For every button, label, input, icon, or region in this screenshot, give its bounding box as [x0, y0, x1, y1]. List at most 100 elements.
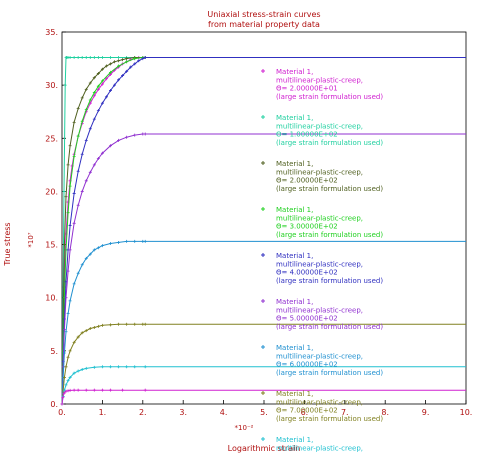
x-axis-label: Logarithmic strain — [228, 444, 301, 453]
data-point — [64, 365, 68, 369]
data-point — [72, 154, 76, 158]
x-tick-label: 0. — [58, 408, 66, 417]
legend-line: multilinear-plastic-creep, — [276, 168, 363, 176]
data-point — [92, 94, 96, 98]
legend-line: Material 1, — [276, 390, 313, 398]
data-point — [133, 133, 137, 137]
data-point — [84, 329, 88, 333]
series-line — [61, 240, 466, 405]
data-point — [143, 388, 147, 392]
data-point — [80, 152, 84, 156]
data-point — [104, 64, 108, 68]
data-point — [64, 389, 68, 393]
legend-line: (large strain formulation used) — [276, 323, 383, 331]
series-lines — [60, 56, 466, 406]
legend-line: Θ= 3.00000E+02 — [276, 223, 338, 231]
x-tick-label: 3. — [179, 408, 187, 417]
data-point — [76, 369, 80, 373]
y-tick-label: 30. — [45, 81, 58, 90]
series-6 — [60, 132, 466, 406]
data-point — [68, 349, 72, 353]
legend-line: multilinear-plastic-creep, — [276, 76, 363, 84]
data-point — [88, 81, 92, 85]
data-point — [68, 56, 72, 60]
data-point — [80, 263, 84, 267]
legend-entry-3: Material 1,multilinear-plastic-creep,Θ= … — [261, 160, 383, 193]
data-point — [80, 96, 84, 100]
legend-line: multilinear-plastic-creep, — [276, 214, 363, 222]
data-point — [72, 340, 76, 344]
x-tick-label: 8. — [381, 408, 389, 417]
legend-line: (large strain formulation used) — [276, 231, 383, 239]
data-point — [104, 95, 108, 99]
data-point — [72, 371, 76, 375]
data-point — [100, 388, 104, 392]
data-point — [88, 98, 92, 102]
series-4 — [60, 56, 466, 406]
data-point — [100, 101, 104, 105]
data-point — [72, 120, 76, 124]
y-axis-multiplier: *10⁷ — [27, 232, 35, 247]
data-point — [68, 375, 72, 379]
data-point — [92, 117, 96, 121]
data-point — [84, 179, 88, 183]
legend-line: Material 1, — [276, 252, 313, 260]
chart-title: Uniaxial stress-strain curves from mater… — [207, 10, 320, 29]
plot-axes — [61, 31, 467, 405]
data-point — [133, 322, 137, 326]
data-point — [76, 169, 80, 173]
data-point — [143, 239, 147, 243]
data-point — [64, 383, 68, 387]
data-point — [117, 78, 121, 82]
y-tick-label: 25. — [45, 134, 58, 143]
series-line — [61, 57, 466, 405]
data-point — [61, 396, 65, 400]
series-line — [61, 57, 466, 405]
legend-line: multilinear-plastic-creep, — [276, 260, 363, 268]
data-point — [100, 82, 104, 86]
x-tick-label: 9. — [422, 408, 430, 417]
data-point — [117, 240, 121, 244]
title-line-2: from material property data — [208, 20, 320, 29]
data-point — [92, 388, 96, 392]
legend-line: (large strain formulation used) — [276, 369, 383, 377]
data-point — [104, 77, 108, 81]
data-point — [125, 69, 129, 73]
data-point — [92, 163, 96, 167]
data-point — [80, 331, 84, 335]
data-point — [113, 83, 117, 87]
legend-line: Θ= 1.00000E+02 — [276, 131, 338, 139]
series-5 — [60, 56, 466, 406]
data-point — [88, 327, 92, 331]
data-point — [76, 107, 80, 111]
data-point — [84, 87, 88, 91]
series-1 — [60, 56, 466, 406]
data-point — [92, 91, 96, 95]
data-point — [100, 79, 104, 83]
series-line — [61, 57, 466, 405]
legend-entry-6: Material 1,multilinear-plastic-creep,Θ= … — [261, 298, 383, 331]
legend-line: Θ= 6.00000E+02 — [276, 361, 338, 369]
data-point — [129, 65, 133, 69]
y-tick-label: 5. — [50, 347, 58, 356]
series-2 — [60, 56, 466, 406]
data-point — [113, 60, 117, 64]
data-point — [88, 170, 92, 174]
legend-line: Material 1, — [276, 114, 313, 122]
legend-line: multilinear-plastic-creep, — [276, 444, 363, 452]
data-point — [76, 388, 80, 392]
data-point — [141, 57, 145, 61]
legend-marker — [261, 161, 265, 165]
legend-marker — [261, 437, 265, 441]
legend-line: Material 1, — [276, 298, 313, 306]
data-point — [108, 70, 112, 74]
legend-line: Material 1, — [276, 344, 313, 352]
data-point — [68, 388, 72, 392]
y-axis-label: True stress — [3, 222, 12, 266]
data-point — [63, 83, 67, 87]
data-point — [96, 324, 100, 328]
data-point — [108, 323, 112, 327]
data-point — [96, 246, 100, 250]
